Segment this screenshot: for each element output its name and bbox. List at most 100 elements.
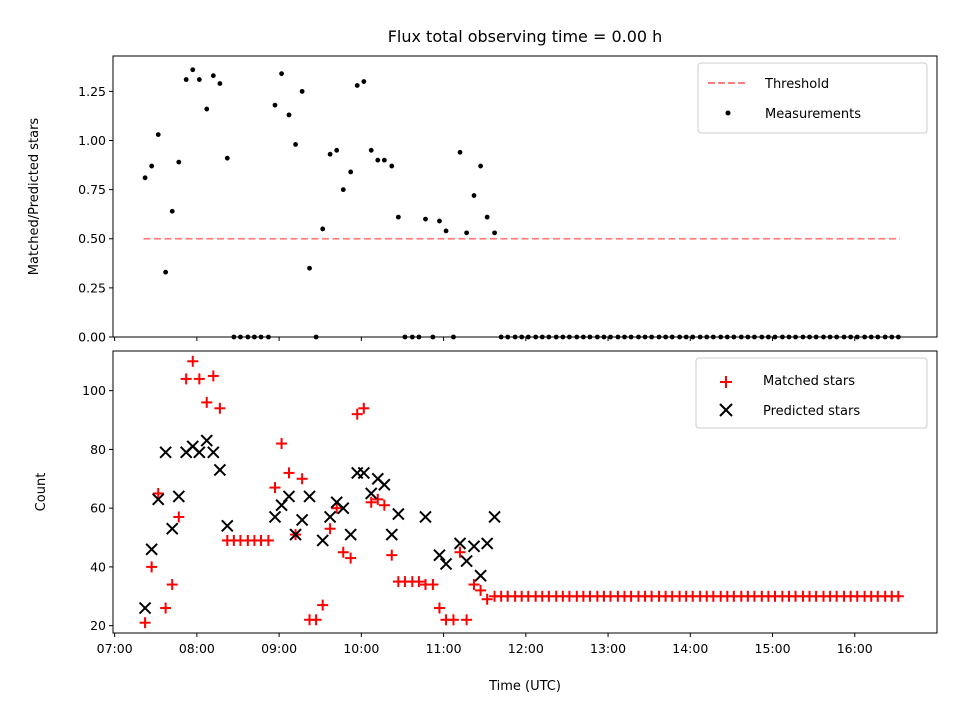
matched-star-point [892, 590, 904, 602]
measurement-point [163, 269, 169, 275]
predicted-star-point [138, 601, 152, 615]
measurement-point [354, 83, 360, 88]
x-tick-label: 14:00 [672, 641, 708, 656]
x-tick-label: 09:00 [261, 641, 297, 656]
measurement-point [443, 228, 449, 234]
predicted-star-point [152, 493, 165, 506]
predicted-star-point [303, 490, 316, 503]
measurement-point [457, 149, 463, 155]
ratio-axes-frame [112, 55, 938, 338]
predicted-star-point [221, 519, 234, 532]
predicted-star-point [460, 554, 473, 568]
legend-predicted-swatch [719, 403, 733, 417]
measurement-point [183, 77, 189, 82]
x-tick-label: 13:00 [590, 641, 626, 656]
matched-star-point [475, 584, 487, 596]
measurement-point [279, 71, 284, 77]
matched-star-point [365, 496, 377, 508]
ratio-legend-box [697, 62, 928, 134]
matched-star-point [146, 561, 158, 573]
predicted-star-point [480, 537, 494, 550]
matched-star-point [207, 370, 219, 382]
predicted-star-point [488, 510, 501, 524]
x-axis-label: Time (UTC) [488, 679, 561, 694]
matched-star-point [283, 467, 295, 479]
count-y-tick-label: 20 [90, 618, 106, 633]
measurement-point [334, 147, 340, 153]
predicted-star-point [357, 466, 371, 480]
count-y-tick-label: 80 [90, 442, 106, 457]
measurement-point [327, 151, 333, 157]
count-y-tick-label: 100 [82, 383, 106, 398]
matched-star-point [351, 408, 363, 420]
measurement-point [204, 106, 210, 112]
matched-star-point [139, 617, 151, 629]
count-y-axis-label: Count [34, 473, 49, 512]
predicted-star-point [337, 501, 350, 515]
matched-star-point [433, 602, 445, 614]
legend-predicted-label: Predicted stars [763, 404, 860, 419]
matched-star-point [372, 493, 384, 505]
ratio-y-tick-label: 0.00 [78, 330, 106, 345]
x-tick-label: 15:00 [755, 641, 791, 656]
matched-star-point [160, 602, 172, 614]
predicted-star-point [378, 478, 391, 491]
matched-star-point [413, 576, 425, 588]
legend-matched-label: Matched stars [763, 374, 855, 389]
matched-star-point [468, 579, 480, 591]
x-tick-label: 11:00 [426, 641, 462, 656]
measurement-point [492, 230, 497, 236]
predicted-star-point [385, 528, 398, 541]
count-y-tick-label: 40 [90, 559, 106, 574]
matched-star-point [331, 502, 343, 514]
measurement-point [381, 157, 387, 163]
legend-measurements-swatch [725, 110, 731, 116]
measurement-point [217, 81, 223, 86]
measurement-point [286, 112, 292, 118]
matched-star-point [461, 614, 473, 626]
matched-star-point [454, 546, 466, 558]
chart-title: Flux total observing time = 0.00 h [388, 27, 663, 46]
predicted-star-point [392, 507, 405, 521]
ratio-y-axis-label: Matched/Predicted stars [27, 118, 42, 276]
measurement-point [484, 214, 490, 220]
measurement-point [478, 163, 483, 169]
matched-star-point [386, 549, 398, 561]
measurement-point [299, 88, 305, 94]
count-ticks: 20 40 60 80 100 07:00 08:00 09:00 10:00 11:00 12:0… [82, 383, 873, 656]
matched-star-point [358, 402, 370, 414]
predicted-star-point [145, 543, 158, 556]
measurement-point [272, 102, 278, 108]
ratio-y-tick-label: 1.00 [78, 133, 106, 148]
measurement-point [155, 132, 161, 138]
predicted-star-point [159, 446, 172, 459]
matched-star-point [214, 402, 226, 414]
measurement-point [196, 77, 202, 82]
matched-star-point [317, 599, 329, 611]
matched-star-point [173, 511, 185, 523]
predicted-star-point [166, 522, 179, 535]
ratio-y-tick-label: 0.25 [78, 280, 106, 295]
matched-star-point [262, 534, 274, 546]
matched-star-point [180, 373, 192, 385]
measurement-point [423, 216, 428, 222]
count-y-tick-label: 60 [90, 501, 106, 516]
predicted-star-point [433, 548, 446, 562]
ratio-y-tick-label: 0.50 [78, 231, 106, 246]
predicted-star-point [439, 557, 453, 571]
predicted-star-point [200, 434, 213, 447]
predicted-star-point [207, 446, 220, 459]
count-axes-frame [112, 350, 938, 634]
measurement-point [464, 230, 470, 236]
measurement-point [169, 208, 175, 214]
predicted-star-point [268, 510, 282, 524]
measurement-point [340, 187, 346, 193]
matched-star-point [481, 593, 493, 605]
x-tick-label: 16:00 [837, 641, 873, 656]
matched-star-point [324, 523, 336, 535]
matched-star-point [447, 614, 459, 626]
predicted-star-point [295, 513, 309, 527]
ratio-ticks: 0.00 0.25 0.50 0.75 1.00 1.25 [78, 84, 856, 345]
matched-star-point [276, 438, 288, 450]
